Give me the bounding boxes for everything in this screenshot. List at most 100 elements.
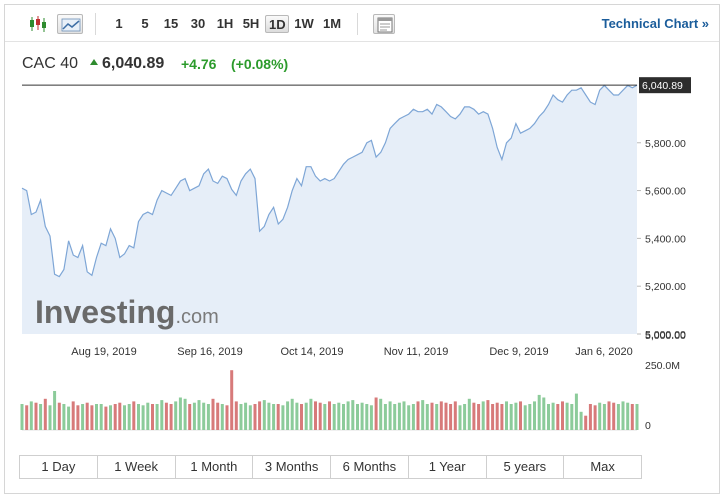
range-3-months[interactable]: 3 Months [253, 456, 331, 478]
y-tick-label: 5,400.00 [645, 233, 686, 245]
range-1-year[interactable]: 1 Year [408, 456, 487, 478]
volume-bar [318, 402, 322, 430]
volume-bar [365, 404, 369, 430]
volume-bar [374, 397, 378, 430]
range-selector: 1 Day 1 Week 1 Month 3 Months 6 Months 1 Year… [19, 455, 642, 479]
volume-bar [472, 402, 476, 430]
period-30[interactable]: 30 [190, 16, 206, 31]
volume-bar [439, 401, 443, 430]
volume-bar [314, 401, 317, 430]
volume-bar [523, 405, 527, 430]
volume-bar [393, 404, 397, 430]
volume-bar [449, 404, 453, 430]
volume-bar [630, 404, 634, 430]
y-tick-label: 5,800.00 [645, 138, 686, 150]
volume-bar [574, 393, 578, 430]
volume-bar [411, 404, 415, 430]
period-1[interactable]: 1 [115, 16, 123, 31]
volume-bar [81, 404, 85, 430]
volume-bar [99, 404, 103, 430]
period-1d[interactable]: 1D [265, 15, 289, 33]
volume-bar [216, 402, 220, 430]
period-15[interactable]: 15 [163, 16, 179, 31]
volume-bar [346, 401, 350, 430]
volume-bar [598, 402, 602, 430]
volume-bar [211, 398, 215, 430]
range-1-day[interactable]: 1 Day [20, 456, 98, 478]
price-area [22, 85, 637, 334]
settings-panel-icon[interactable] [373, 14, 395, 34]
toolbar-divider [95, 13, 96, 35]
volume-bar [137, 404, 140, 430]
price-change: +4.76 [181, 56, 217, 72]
volume-bar [300, 404, 303, 430]
volume-bar [113, 404, 117, 430]
volume-bar [141, 405, 145, 430]
volume-bar [323, 404, 327, 430]
period-1m[interactable]: 1M [322, 16, 342, 31]
line-chart-icon[interactable] [57, 14, 83, 34]
volume-bar [183, 398, 187, 430]
volume-bar [463, 404, 467, 430]
range-5-years[interactable]: 5 years [486, 456, 565, 478]
volume-bar [118, 402, 122, 430]
volume-bar [104, 406, 108, 430]
volume-bar [383, 404, 387, 430]
last-price-tag [639, 77, 691, 94]
volume-bar [626, 402, 630, 430]
volume-bar [239, 404, 243, 430]
volume-bar [164, 402, 168, 430]
candlestick-icon[interactable] [27, 14, 49, 34]
range-max[interactable]: Max [564, 456, 641, 478]
volume-bar [67, 406, 71, 430]
volume-bar [593, 405, 597, 430]
volume-bar [48, 405, 52, 430]
volume-bar [616, 404, 620, 430]
period-5[interactable]: 5 [141, 16, 149, 31]
volume-bar [379, 398, 383, 430]
toolbar-divider [357, 13, 358, 35]
volume-bar [551, 402, 555, 430]
volume-bar [253, 404, 257, 430]
volume-bar [25, 405, 29, 430]
range-1-month[interactable]: 1 Month [175, 456, 254, 478]
volume-bar [556, 404, 560, 430]
y-tick-label: 5,200.00 [645, 281, 686, 293]
volume-bar [272, 404, 276, 430]
volume-bar [635, 404, 639, 430]
range-6-months[interactable]: 6 Months [331, 456, 409, 478]
price-change-percent: (+0.08%) [231, 56, 289, 72]
volume-bar [286, 401, 290, 430]
volume-bar [495, 402, 499, 430]
volume-bar [258, 401, 262, 430]
instrument-name: CAC 40 [22, 55, 79, 72]
price-chart[interactable]: 6,040.89 5,000.00 5,200.00 5,400.00 5,600.00… [5, 5, 719, 493]
volume-bar [602, 404, 606, 430]
y-tick-label: 5,600.00 [645, 186, 686, 198]
y-tick-label: 5,000.00 [645, 330, 686, 342]
x-tick-label: Oct 14, 2019 [281, 346, 344, 358]
volume-bar [29, 401, 33, 430]
volume-bar [402, 401, 406, 430]
volume-bar [155, 404, 159, 430]
volume-bar [425, 404, 429, 430]
period-1w[interactable]: 1W [294, 16, 314, 31]
volume-bar [337, 402, 341, 430]
volume-bar [369, 405, 373, 430]
volume-bar [202, 402, 206, 430]
volume-bar [528, 404, 532, 430]
x-tick-label: Aug 19, 2019 [71, 346, 136, 358]
y-tick-label: 5,000.00 [645, 329, 686, 341]
up-arrow-icon [90, 59, 98, 65]
volume-bar [360, 402, 364, 430]
volume-bar [85, 402, 89, 430]
period-1h[interactable]: 1H [216, 16, 234, 31]
technical-chart-link[interactable]: Technical Chart » [601, 16, 709, 31]
volume-bar [174, 401, 178, 430]
last-price: 6,040.89 [102, 55, 165, 72]
volume-bar [421, 400, 425, 430]
volume-bar [328, 401, 331, 430]
period-5h[interactable]: 5H [242, 16, 260, 31]
range-1-week[interactable]: 1 Week [97, 456, 176, 478]
volume-bar [509, 404, 513, 430]
